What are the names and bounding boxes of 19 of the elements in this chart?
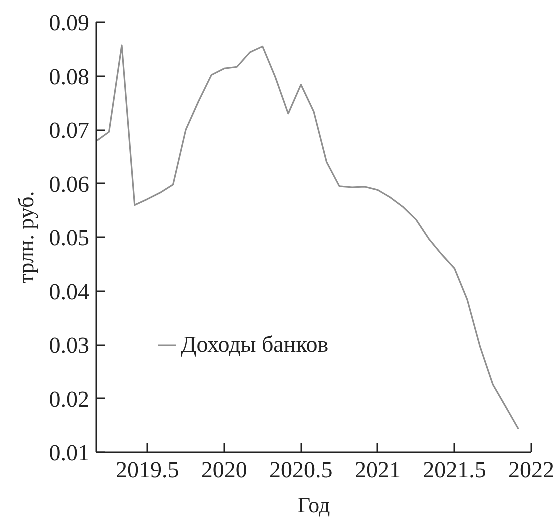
y-tick-label: 0.06	[49, 172, 90, 197]
x-tick-label: 2019.5	[116, 458, 180, 482]
y-tick-label: 0.01	[49, 440, 90, 466]
x-tick-label: 2020.5	[270, 458, 333, 482]
y-axis-title: трлн. руб.	[13, 191, 38, 284]
legend-label: Доходы банков	[181, 332, 329, 358]
y-tick-label: 0.09	[49, 10, 90, 36]
line-series	[96, 44, 520, 430]
y-tick-label: 0.07	[49, 118, 90, 143]
y-tick-label: 0.05	[49, 226, 90, 250]
y-tick-label: 0.04	[49, 279, 90, 304]
x-tick-label: 2022	[508, 458, 554, 482]
x-tick-label: 2021.5	[423, 458, 486, 482]
x-tick-label: 2020	[201, 458, 248, 482]
y-tick-label: 0.08	[49, 64, 90, 90]
y-tick-label: 0.03	[49, 333, 90, 358]
x-tick-label: 2021	[354, 458, 401, 482]
x-axis-title: Год	[298, 492, 330, 518]
y-tick-label: 0.02	[49, 386, 90, 412]
